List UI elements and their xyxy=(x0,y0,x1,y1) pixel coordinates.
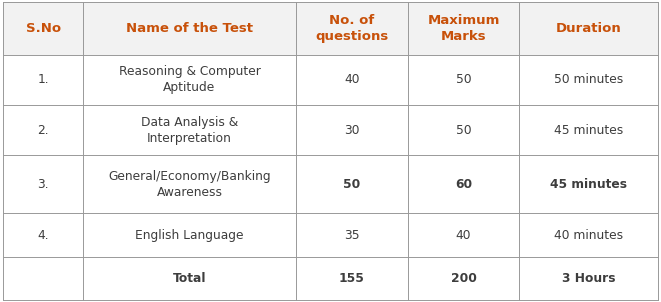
Bar xyxy=(83,55,296,105)
Text: 200: 200 xyxy=(451,272,477,285)
Text: 2.: 2. xyxy=(38,124,49,137)
Text: 50: 50 xyxy=(455,73,471,86)
Text: Name of the Test: Name of the Test xyxy=(126,22,253,35)
Bar xyxy=(520,55,658,105)
Text: S.No: S.No xyxy=(26,22,61,35)
Text: 50: 50 xyxy=(455,124,471,137)
Text: 40 minutes: 40 minutes xyxy=(554,229,623,242)
Text: 1.: 1. xyxy=(38,73,49,86)
Bar xyxy=(83,257,296,300)
Text: 40: 40 xyxy=(455,229,471,242)
Text: Duration: Duration xyxy=(556,22,621,35)
Bar xyxy=(83,214,296,257)
Bar xyxy=(83,155,296,214)
Text: 45 minutes: 45 minutes xyxy=(550,178,627,191)
Text: 3.: 3. xyxy=(38,178,49,191)
Bar xyxy=(296,257,408,300)
Text: 50: 50 xyxy=(343,178,360,191)
Bar xyxy=(296,155,408,214)
Bar xyxy=(3,2,83,55)
Bar xyxy=(520,257,658,300)
Text: 50 minutes: 50 minutes xyxy=(554,73,623,86)
Bar xyxy=(408,105,520,155)
Text: General/Economy/Banking
Awareness: General/Economy/Banking Awareness xyxy=(108,170,271,199)
Text: 45 minutes: 45 minutes xyxy=(554,124,623,137)
Text: 155: 155 xyxy=(339,272,365,285)
Bar xyxy=(296,214,408,257)
Text: English Language: English Language xyxy=(136,229,244,242)
Bar xyxy=(3,257,83,300)
Bar xyxy=(3,155,83,214)
Bar xyxy=(408,214,520,257)
Bar xyxy=(296,105,408,155)
Text: Data Analysis &
Interpretation: Data Analysis & Interpretation xyxy=(141,116,238,145)
Bar xyxy=(83,2,296,55)
Text: Maximum
Marks: Maximum Marks xyxy=(427,14,500,43)
Bar xyxy=(520,2,658,55)
Text: 30: 30 xyxy=(344,124,360,137)
Text: 35: 35 xyxy=(344,229,360,242)
Bar xyxy=(3,105,83,155)
Bar xyxy=(83,105,296,155)
Text: Reasoning & Computer
Aptitude: Reasoning & Computer Aptitude xyxy=(118,66,260,95)
Bar xyxy=(408,55,520,105)
Text: 3 Hours: 3 Hours xyxy=(562,272,615,285)
Text: No. of
questions: No. of questions xyxy=(315,14,389,43)
Text: 60: 60 xyxy=(455,178,472,191)
Text: 40: 40 xyxy=(344,73,360,86)
Bar xyxy=(520,155,658,214)
Bar xyxy=(408,155,520,214)
Bar xyxy=(520,214,658,257)
Text: Total: Total xyxy=(173,272,206,285)
Text: 4.: 4. xyxy=(38,229,49,242)
Bar xyxy=(408,2,520,55)
Bar xyxy=(408,257,520,300)
Bar xyxy=(296,2,408,55)
Bar xyxy=(296,55,408,105)
Bar xyxy=(3,55,83,105)
Bar xyxy=(520,105,658,155)
Bar xyxy=(3,214,83,257)
